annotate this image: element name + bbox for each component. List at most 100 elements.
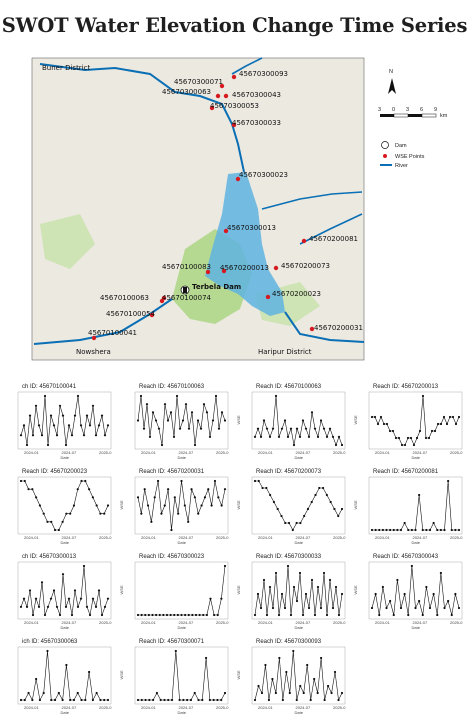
data-point [314, 493, 317, 497]
data-point [42, 512, 45, 515]
data-point [61, 414, 65, 417]
data-point [392, 613, 395, 617]
data-point [259, 435, 263, 438]
data-point [292, 649, 295, 653]
data-point [425, 528, 428, 532]
data-point [196, 419, 200, 422]
data-point [265, 486, 268, 490]
data-point [183, 504, 186, 507]
data-point [79, 424, 83, 427]
x-axis-label: Date [412, 455, 421, 460]
y-axis-label: WSE [236, 415, 241, 424]
svg-text:3: 3 [378, 107, 381, 113]
x-axis-label: Date [295, 455, 304, 460]
data-point [421, 613, 424, 617]
data-point [76, 394, 80, 398]
data-point [313, 677, 316, 681]
time-series-panel: Reach ID: 45670300043 2024-01 2024-07 2025-… [353, 554, 463, 630]
data-point [313, 427, 317, 430]
data-point [57, 691, 60, 695]
data-point [160, 443, 164, 447]
data-point [295, 521, 298, 525]
data-point [289, 427, 293, 430]
data-point [82, 434, 86, 437]
data-point [328, 578, 332, 582]
data-point [253, 698, 257, 702]
data-point [187, 613, 190, 617]
data-point [447, 599, 450, 603]
data-point [310, 578, 314, 582]
data-point [72, 698, 76, 702]
data-point [87, 488, 91, 491]
data-point [394, 436, 398, 440]
x-axis-label: Date [61, 455, 70, 460]
data-point [167, 488, 170, 491]
data-point [27, 691, 30, 695]
series-line [254, 395, 343, 446]
data-point [304, 592, 308, 596]
data-point [158, 613, 161, 617]
data-point [213, 613, 216, 617]
data-point [150, 520, 153, 523]
data-point [193, 496, 196, 499]
data-point [106, 424, 110, 427]
data-point [292, 585, 296, 589]
x-tick-label: 2024-07 [179, 705, 194, 710]
data-point [319, 606, 323, 610]
data-point [454, 422, 458, 426]
wse-point [223, 93, 229, 99]
district-label: Buner District [42, 64, 90, 72]
wse-point [161, 295, 167, 301]
data-point [306, 507, 310, 511]
data-point [147, 613, 150, 617]
data-point [160, 512, 163, 515]
data-point [151, 411, 155, 414]
data-point [67, 597, 71, 600]
panel-title: Reach ID: 45670300071 [139, 639, 205, 645]
data-point [447, 479, 450, 483]
data-point [274, 571, 278, 575]
data-point [174, 649, 177, 653]
panel-title: Reach ID: 45670300043 [373, 554, 439, 560]
data-point [193, 443, 197, 447]
data-point [197, 512, 200, 515]
data-point [216, 613, 219, 617]
dam-legend-icon [381, 141, 389, 149]
plot-area [134, 561, 229, 620]
data-point [91, 698, 94, 702]
data-point [55, 434, 59, 437]
data-point [302, 691, 305, 695]
data-point [25, 443, 29, 447]
data-point [414, 528, 417, 532]
data-point [253, 479, 257, 483]
data-point [95, 691, 98, 695]
data-point [70, 613, 74, 617]
data-point [445, 422, 449, 426]
data-point [295, 698, 298, 702]
data-point [82, 564, 86, 568]
data-point [38, 698, 42, 702]
series-line [21, 480, 109, 531]
svg-text:River: River [395, 163, 408, 169]
map-figure: Terbela Dam Buner District Haripur Distr… [0, 44, 469, 374]
data-point [205, 411, 209, 414]
x-tick-label: 2024-07 [296, 450, 311, 455]
data-point [301, 419, 305, 422]
wse-point-label: 45670200081 [309, 235, 358, 243]
wse-point-label: 45670300043 [232, 91, 281, 99]
wse-point-label: 45670300033 [232, 119, 281, 127]
wse-point-label: 45670200031 [314, 324, 363, 332]
data-point [223, 488, 227, 491]
x-tick-label: 2024-01 [375, 535, 390, 540]
data-point [211, 419, 215, 422]
data-point [321, 486, 325, 490]
plot-area [17, 391, 112, 450]
data-point [261, 486, 264, 490]
x-tick-label: 2024-01 [24, 620, 39, 625]
x-tick-label: 2025-0 [99, 705, 112, 710]
data-point [331, 435, 335, 438]
data-point [340, 443, 344, 447]
data-point [95, 504, 98, 507]
data-point [52, 589, 56, 592]
data-point [142, 427, 146, 430]
